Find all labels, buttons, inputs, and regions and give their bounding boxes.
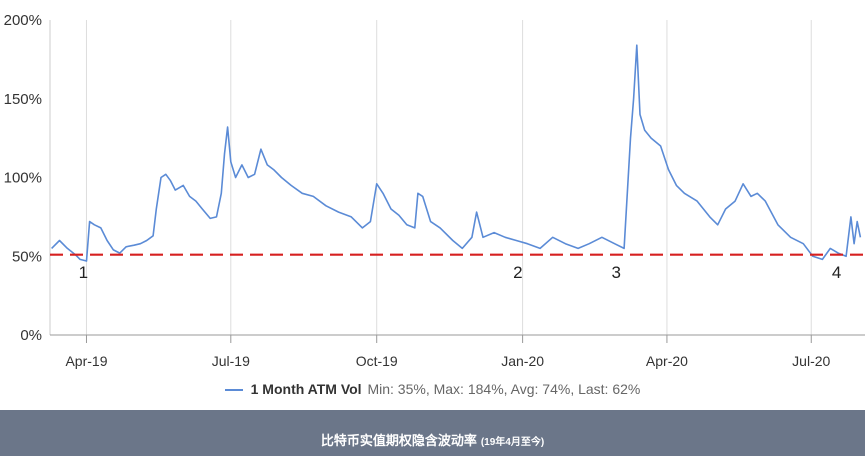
x-tick-label: Apr-20 [646, 353, 688, 369]
legend-swatch [224, 389, 243, 392]
y-tick-label: 50% [12, 248, 42, 265]
annotation-label: 2 [513, 263, 522, 282]
footer-subtitle: (19年4月至今) [480, 437, 545, 448]
legend-series-name: 1 Month ATM Vol [250, 381, 362, 397]
annotation-label: 3 [611, 263, 620, 282]
legend[interactable]: 1 Month ATM Vol Min: 35%, Max: 184%, Avg… [0, 381, 865, 397]
series-line [51, 44, 862, 262]
y-tick-label: 200% [4, 12, 42, 29]
x-tick-label: Apr-19 [65, 353, 107, 369]
chart: 0% 50% 100% 150% 200% Apr-19 Jul-19 Oct-19 Jan-2… [4, 12, 865, 369]
footer-title: 比特币实值期权隐含波动率 [320, 433, 477, 448]
y-tick-label: 0% [20, 327, 42, 344]
y-tick-label: 100% [4, 170, 42, 187]
x-tick-label: Jul-20 [792, 353, 830, 369]
x-tick-label: Jul-19 [212, 353, 250, 369]
y-tick-label: 150% [4, 91, 42, 108]
legend-stats: Min: 35%, Max: 184%, Avg: 74%, Last: 62% [367, 381, 641, 397]
x-tick-label: Oct-19 [356, 353, 398, 369]
annotation-label: 1 [79, 263, 88, 282]
annotation-label: 4 [832, 263, 841, 282]
x-tick-label: Jan-20 [501, 353, 544, 369]
footer-banner: 比特币实值期权隐含波动率 (19年4月至今) [0, 410, 865, 456]
